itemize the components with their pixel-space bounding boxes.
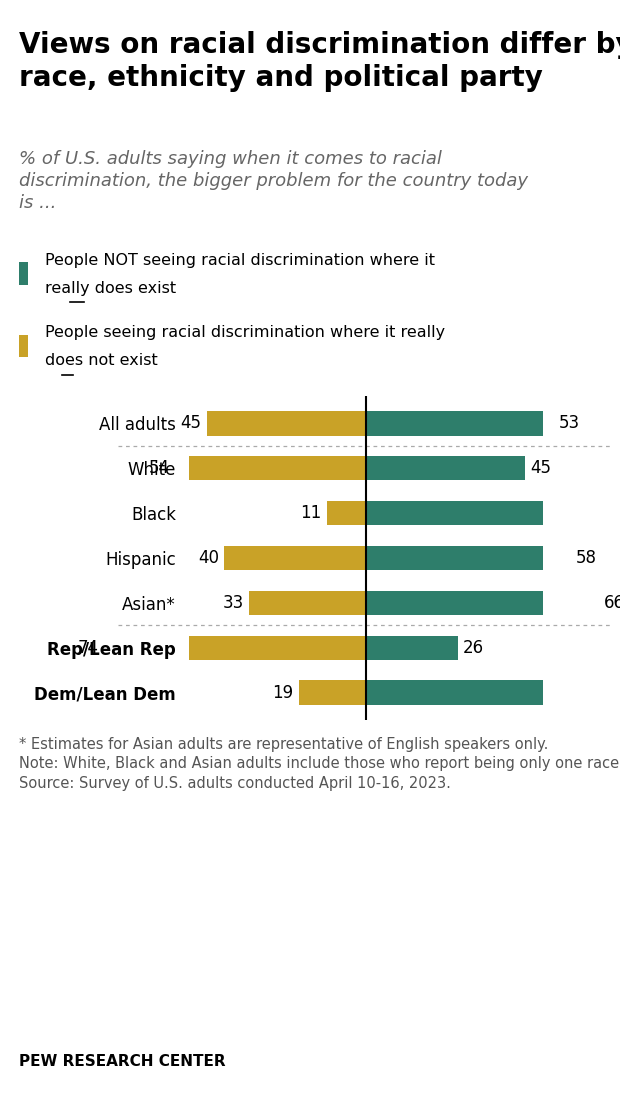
Text: * Estimates for Asian adults are representative of English speakers only.
Note: : * Estimates for Asian adults are represe… [19, 737, 620, 791]
Text: 45: 45 [180, 414, 202, 432]
Text: PEW RESEARCH CENTER: PEW RESEARCH CENTER [19, 1055, 225, 1069]
Text: 19: 19 [272, 684, 293, 702]
Text: 54: 54 [149, 459, 170, 478]
Text: % of U.S. adults saying when it comes to racial
discrimination, the bigger probl: % of U.S. adults saying when it comes to… [19, 150, 528, 212]
Text: 74: 74 [78, 638, 99, 657]
Text: 40: 40 [198, 549, 219, 567]
Bar [366, 411, 553, 435]
Text: 33: 33 [223, 594, 244, 612]
Bar [366, 681, 620, 705]
Bar [366, 590, 599, 615]
Bar [175, 455, 366, 481]
Text: 66: 66 [604, 594, 620, 612]
Bar [249, 590, 366, 615]
Text: 53: 53 [559, 414, 580, 432]
Bar [299, 681, 366, 705]
Bar [366, 635, 458, 661]
Bar [366, 546, 571, 570]
Text: does not exist: does not exist [45, 354, 157, 368]
Text: 45: 45 [530, 459, 551, 478]
Bar [224, 546, 366, 570]
Bar [327, 501, 366, 526]
Text: 58: 58 [576, 549, 597, 567]
Bar [366, 455, 525, 481]
Text: 26: 26 [463, 638, 484, 657]
Bar [206, 411, 366, 435]
Text: really does exist: really does exist [45, 281, 175, 296]
Text: People NOT seeing racial discrimination where it: People NOT seeing racial discrimination … [45, 253, 435, 268]
Text: Views on racial discrimination differ by
race, ethnicity and political party: Views on racial discrimination differ by… [19, 31, 620, 92]
Bar [366, 501, 620, 526]
Bar [104, 635, 366, 661]
Text: People seeing racial discrimination where it really: People seeing racial discrimination wher… [45, 326, 445, 340]
Text: 11: 11 [300, 504, 322, 522]
